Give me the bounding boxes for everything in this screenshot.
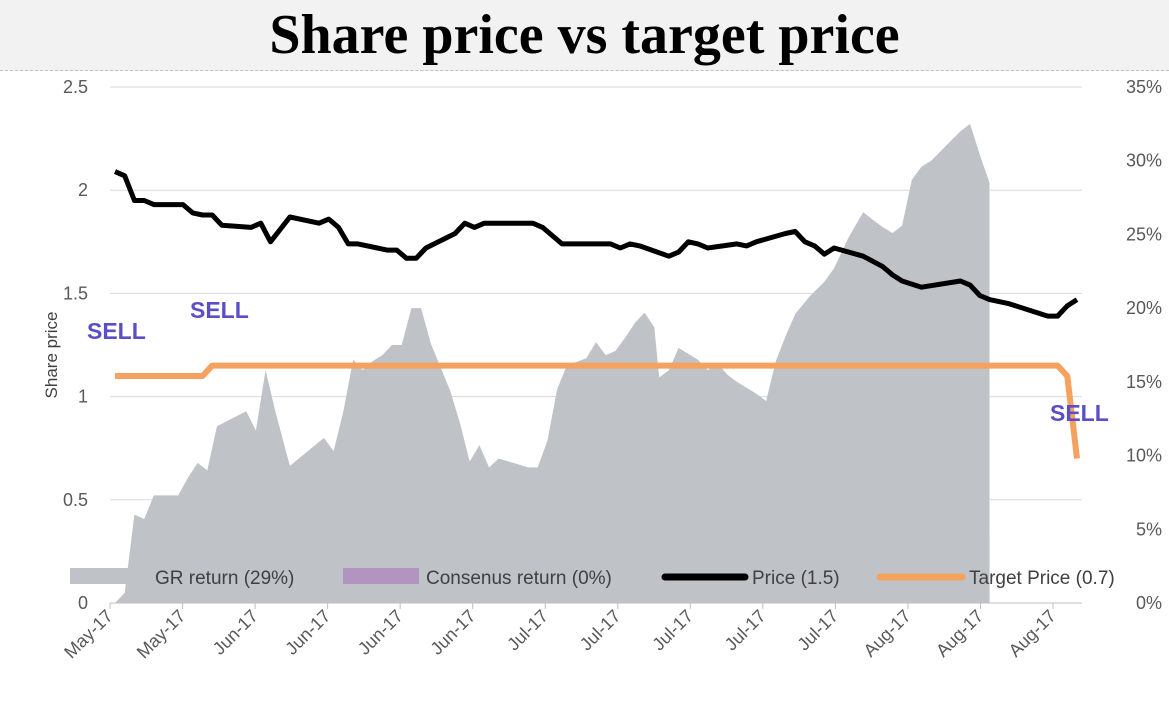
y2-tick-label: 5%	[1136, 519, 1162, 539]
x-tick-label: Aug-17	[932, 606, 987, 661]
sell-annotation: SELL	[190, 297, 249, 323]
x-tick-label: Jun-17	[209, 606, 262, 659]
y2-tick-label: 35%	[1126, 77, 1162, 97]
x-tick-label: Jun-17	[354, 606, 407, 659]
x-tick-label: Jun-17	[426, 606, 479, 659]
legend-swatch	[70, 568, 148, 584]
x-tick-label: Jun-17	[281, 606, 334, 659]
x-tick-label: Aug-17	[1005, 606, 1060, 661]
y-tick-label: 1	[78, 387, 88, 407]
line-series-target	[115, 362, 1080, 459]
y2-tick-label: 10%	[1126, 446, 1162, 466]
y-tick-label: 0	[78, 593, 88, 613]
legend-label: Consenus return (0%)	[426, 568, 612, 589]
line-series-price	[114, 169, 1079, 319]
y2-tick-label: 30%	[1126, 151, 1162, 171]
y2-tick-label: 20%	[1126, 298, 1162, 318]
legend-label: GR return (29%)	[155, 568, 294, 589]
sell-annotation: SELL	[1050, 400, 1109, 426]
x-tick-label: May-17	[133, 606, 190, 663]
legend-label: Price (1.5)	[752, 568, 840, 589]
area-series-gr	[115, 123, 990, 604]
x-tick-label: Jul-17	[793, 606, 842, 655]
y-tick-label: 1.5	[63, 283, 88, 303]
y-tick-label: 2	[78, 180, 88, 200]
x-tick-label: Jul-17	[648, 606, 697, 655]
x-tick-label: Jul-17	[503, 606, 552, 655]
y2-tick-label: 0%	[1136, 593, 1162, 613]
y2-tick-label: 25%	[1126, 224, 1162, 244]
y-tick-label: 0.5	[63, 490, 88, 510]
x-tick-label: May-17	[60, 606, 117, 663]
chart-title: Share price vs target price	[269, 4, 900, 66]
legend-label: Target Price (0.7)	[969, 568, 1115, 589]
sell-annotation: SELL	[87, 318, 146, 344]
y-tick-label: 2.5	[63, 77, 88, 97]
y2-tick-label: 15%	[1126, 372, 1162, 392]
title-band	[0, 0, 1169, 71]
x-tick-label: Jul-17	[721, 606, 770, 655]
x-tick-label: Jul-17	[576, 606, 625, 655]
legend-swatch	[343, 568, 419, 584]
y-axis-label: Share price	[42, 312, 61, 399]
x-tick-label: Aug-17	[860, 606, 915, 661]
